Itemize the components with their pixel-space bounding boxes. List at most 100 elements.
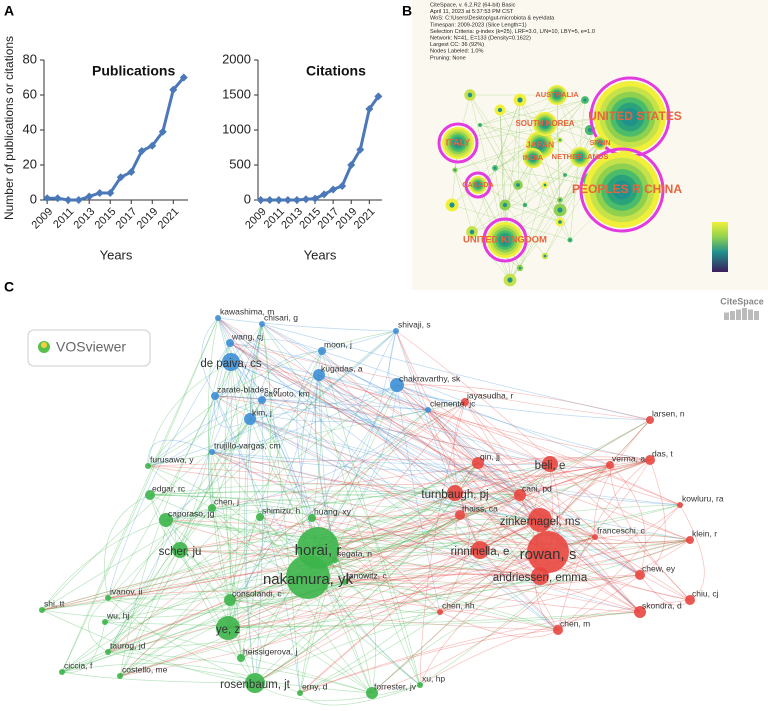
edge [454, 459, 651, 494]
node-label: kawashima, m [220, 306, 274, 316]
x-tick-label: 2009 [30, 206, 56, 232]
node [635, 570, 645, 580]
color-legend [712, 222, 728, 272]
node-core [453, 168, 457, 172]
edge [165, 505, 313, 521]
node-label: UNITED KINGDOM [463, 235, 547, 246]
edge [318, 374, 461, 516]
edge [229, 573, 541, 601]
point [365, 105, 374, 113]
edge [259, 516, 373, 694]
node [606, 461, 614, 469]
point [179, 73, 188, 82]
edge [544, 174, 566, 186]
header-line: Largest CC: 36 (92%) [430, 42, 484, 48]
node-core [558, 138, 562, 142]
logo-bar [724, 312, 729, 320]
edge [165, 519, 549, 553]
edge [396, 384, 441, 613]
header-line: CiteSpace, v. 6.2.R2 (64-bit) Basic [430, 2, 516, 8]
edge [147, 464, 611, 486]
edge [317, 463, 551, 549]
edge [107, 514, 461, 653]
logo-icon [41, 342, 47, 348]
edge [464, 401, 641, 613]
edge [230, 361, 521, 496]
edge [147, 465, 541, 521]
node-label: verma, a [612, 453, 645, 463]
edge [41, 492, 456, 611]
edge [214, 395, 429, 422]
node-label: zarate-bladés, cr [217, 384, 280, 394]
edge [454, 492, 691, 601]
edge [41, 494, 521, 611]
edge [107, 464, 611, 599]
edge [396, 384, 541, 521]
node-core [467, 92, 473, 98]
edge [227, 514, 461, 629]
edge [227, 539, 691, 629]
point [301, 195, 310, 204]
node-core [524, 204, 526, 206]
point [158, 127, 167, 136]
edge [147, 439, 213, 467]
edge [107, 361, 232, 599]
edge [119, 418, 251, 677]
edge [211, 492, 456, 509]
node [211, 392, 219, 400]
edge [254, 519, 541, 684]
header-line: Nodes Labeled: 1.0% [430, 49, 484, 55]
edge [179, 342, 231, 551]
header-line: Network: N=41, E=133 (Density=0.1622) [430, 35, 531, 41]
logo-bar [748, 309, 753, 320]
point [265, 196, 274, 204]
edge [227, 374, 320, 629]
node [342, 579, 348, 585]
node-ring [437, 122, 479, 164]
node-label: heissigerova, j [243, 646, 297, 656]
point [137, 147, 146, 155]
node-label: nakamura, yk [263, 571, 354, 588]
edge [230, 361, 479, 464]
edge [334, 559, 441, 613]
edge [557, 574, 641, 631]
edge [477, 459, 651, 478]
edge [217, 317, 559, 631]
edge [165, 519, 549, 553]
edge [254, 463, 551, 684]
node-label: chew, ey [642, 563, 676, 573]
edge [227, 611, 641, 629]
point [283, 196, 292, 204]
edge [259, 516, 641, 613]
edge [227, 519, 541, 629]
header-line: Pruning: None [430, 55, 466, 61]
edge [179, 549, 541, 577]
edge [559, 142, 601, 211]
node-label: rowan, s [520, 546, 577, 563]
edge [479, 419, 651, 551]
edge [318, 374, 549, 553]
edge [107, 507, 213, 653]
node-label: qin, jj [480, 451, 500, 461]
edge [227, 574, 541, 629]
edge [227, 517, 313, 629]
edge [104, 519, 167, 623]
edge [344, 581, 377, 694]
edge [107, 492, 456, 653]
edge [229, 599, 373, 694]
point [95, 189, 104, 197]
y-tick-label: 1000 [222, 121, 251, 136]
edge [477, 462, 691, 601]
node-label: UNITED STATES [588, 109, 682, 123]
edge [479, 99, 586, 126]
edge [107, 611, 441, 653]
edge [41, 514, 461, 611]
edge [147, 458, 651, 467]
edge [451, 204, 571, 241]
node [475, 182, 481, 188]
node [318, 347, 326, 355]
edge [107, 651, 373, 694]
node-label: rinninella, e [451, 546, 510, 558]
point [106, 189, 115, 197]
edge [504, 99, 521, 241]
